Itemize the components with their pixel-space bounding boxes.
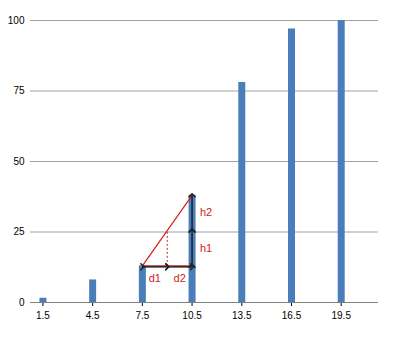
svg-text:25: 25: [13, 226, 25, 237]
svg-text:13.5: 13.5: [232, 310, 252, 321]
svg-text:7.5: 7.5: [135, 310, 149, 321]
svg-text:1.5: 1.5: [36, 310, 50, 321]
svg-text:100: 100: [8, 15, 25, 26]
svg-text:50: 50: [13, 156, 25, 167]
svg-text:0: 0: [19, 297, 25, 308]
svg-text:h2: h2: [200, 206, 212, 218]
svg-text:10.5: 10.5: [182, 310, 202, 321]
svg-text:16.5: 16.5: [282, 310, 302, 321]
svg-text:d1: d1: [149, 272, 161, 284]
svg-text:75: 75: [13, 85, 25, 96]
svg-text:h1: h1: [200, 242, 212, 254]
svg-text:19.5: 19.5: [331, 310, 351, 321]
svg-text:4.5: 4.5: [86, 310, 100, 321]
svg-text:d2: d2: [174, 272, 186, 284]
